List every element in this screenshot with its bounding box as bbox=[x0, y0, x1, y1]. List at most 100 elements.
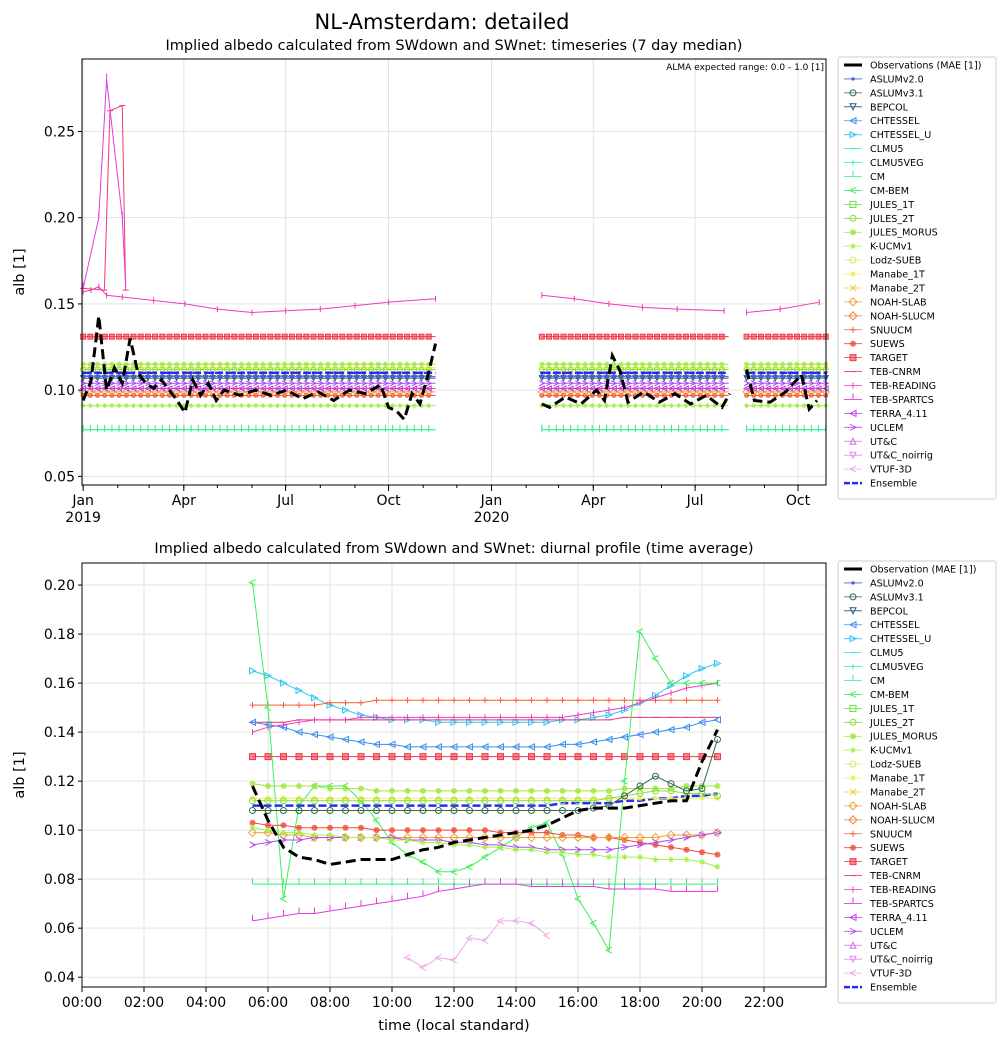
series-observation bbox=[251, 729, 719, 866]
legend-item-aslumv2-0: ASLUMv2.0 bbox=[844, 578, 924, 589]
legend-item-target: TARGET bbox=[844, 353, 908, 364]
legend-item-jules-morus: JULES_MORUS bbox=[844, 732, 938, 743]
legend-item-clmu5: CLMU5 bbox=[844, 648, 903, 659]
legend-item-cm: CM bbox=[844, 170, 885, 183]
y-tick-label: 0.10 bbox=[44, 383, 75, 399]
svg-text:VTUF-3D: VTUF-3D bbox=[870, 465, 912, 476]
svg-text:Observations (MAE [1]): Observations (MAE [1]) bbox=[870, 61, 982, 72]
svg-text:UCLEM: UCLEM bbox=[870, 927, 903, 938]
y-tick-label: 0.05 bbox=[44, 469, 75, 485]
x-tick-label: 04:00 bbox=[186, 995, 226, 1011]
svg-text:TEB-READING: TEB-READING bbox=[869, 381, 936, 392]
legend-item-cm-bem: CM-BEM bbox=[844, 186, 909, 197]
legend-item-jules-morus: JULES_MORUS bbox=[844, 228, 938, 239]
x-tick-label: Jul bbox=[686, 493, 704, 509]
legend-item-uclem: UCLEM bbox=[844, 927, 903, 938]
timeseries-grid bbox=[82, 59, 826, 485]
series-jules-2t bbox=[80, 366, 829, 373]
svg-text:Manabe_1T: Manabe_1T bbox=[870, 774, 925, 785]
legend-item-clmu5: CLMU5 bbox=[844, 144, 903, 155]
legend-item-k-ucmv1: K-UCMv1 bbox=[844, 746, 913, 757]
y-tick-label: 0.16 bbox=[44, 676, 75, 692]
svg-text:TARGET: TARGET bbox=[869, 857, 908, 868]
svg-text:CM-BEM: CM-BEM bbox=[870, 690, 909, 701]
svg-text:CHTESSEL: CHTESSEL bbox=[870, 116, 920, 127]
svg-text:CM-BEM: CM-BEM bbox=[870, 186, 909, 197]
legend-item-lodz-sueb: Lodz-SUEB bbox=[844, 256, 921, 267]
x-tick-label: Jul bbox=[276, 493, 294, 509]
y-tick-label: 0.06 bbox=[44, 921, 75, 937]
svg-text:VTUF-3D: VTUF-3D bbox=[870, 969, 912, 980]
legend-item-ut-c: UT&C bbox=[844, 437, 897, 448]
svg-text:SNUUCM: SNUUCM bbox=[870, 829, 912, 840]
legend-item-snuucm: SNUUCM bbox=[844, 829, 912, 840]
series-teb-spartcs bbox=[82, 73, 127, 289]
x-tick-label: Oct bbox=[376, 493, 401, 509]
legend-item-aslumv2-0: ASLUMv2.0 bbox=[844, 74, 924, 85]
y-tick-label: 0.20 bbox=[44, 578, 75, 594]
svg-text:TEB-READING: TEB-READING bbox=[869, 885, 936, 896]
series-k-ucmv1 bbox=[249, 824, 721, 870]
svg-text:TEB-SPARTCS: TEB-SPARTCS bbox=[869, 395, 934, 406]
legend-item-jules-2t: JULES_2T bbox=[844, 718, 914, 729]
x-tick-label: Jan bbox=[480, 493, 503, 509]
svg-text:SUEWS: SUEWS bbox=[870, 843, 905, 854]
x-tick-label: 2020 bbox=[474, 510, 510, 526]
y-tick-label: 0.12 bbox=[44, 774, 75, 790]
svg-text:Lodz-SUEB: Lodz-SUEB bbox=[870, 760, 921, 771]
svg-text:CLMU5: CLMU5 bbox=[870, 144, 903, 155]
legend-item-chtessel-u: CHTESSEL_U bbox=[844, 634, 931, 645]
svg-text:UCLEM: UCLEM bbox=[870, 423, 903, 434]
x-tick-label: 12:00 bbox=[434, 995, 474, 1011]
svg-text:TEB-CNRM: TEB-CNRM bbox=[869, 871, 921, 882]
timeseries-panel: Implied albedo calculated from SWdown an… bbox=[12, 38, 997, 526]
diurnal-y-label: alb [1] bbox=[12, 751, 28, 798]
legend-item-manabe-2t: Manabe_2T bbox=[844, 787, 925, 798]
legend-item-target: TARGET bbox=[844, 857, 908, 868]
legend-item-terra-4-11: TERRA_4.11 bbox=[844, 913, 928, 924]
legend-item-cm: CM bbox=[844, 674, 885, 687]
legend-item-teb-reading: TEB-READING bbox=[844, 381, 936, 392]
series-target bbox=[249, 753, 721, 761]
svg-text:JULES_MORUS: JULES_MORUS bbox=[869, 732, 938, 743]
svg-text:BEPCOL: BEPCOL bbox=[870, 102, 909, 113]
svg-text:BEPCOL: BEPCOL bbox=[870, 606, 909, 617]
x-tick-label: Jan bbox=[71, 493, 94, 509]
legend-item-chtessel-u: CHTESSEL_U bbox=[844, 130, 931, 141]
legend-item-cm-bem: CM-BEM bbox=[844, 690, 909, 701]
svg-text:Manabe_1T: Manabe_1T bbox=[870, 270, 925, 281]
legend-item-lodz-sueb: Lodz-SUEB bbox=[844, 760, 921, 771]
legend-item-ensemble: Ensemble bbox=[844, 983, 917, 994]
svg-text:NOAH-SLUCM: NOAH-SLUCM bbox=[870, 815, 935, 826]
svg-text:CHTESSEL_U: CHTESSEL_U bbox=[870, 130, 931, 141]
svg-text:JULES_MORUS: JULES_MORUS bbox=[869, 228, 938, 239]
legend-item-bepcol: BEPCOL bbox=[844, 102, 909, 113]
x-tick-label: 06:00 bbox=[248, 995, 288, 1011]
legend-item-suews: SUEWS bbox=[844, 843, 905, 854]
svg-text:Ensemble: Ensemble bbox=[870, 479, 917, 490]
svg-text:UT&C: UT&C bbox=[870, 941, 897, 952]
x-tick-label: 14:00 bbox=[496, 995, 536, 1011]
y-tick-label: 0.14 bbox=[44, 725, 75, 741]
svg-text:ASLUMv3.1: ASLUMv3.1 bbox=[870, 88, 924, 99]
legend-item-snuucm: SNUUCM bbox=[844, 325, 912, 336]
diurnal-series bbox=[247, 579, 723, 971]
legend-item-jules-1t: JULES_1T bbox=[844, 704, 914, 715]
svg-text:TERRA_4.11: TERRA_4.11 bbox=[869, 409, 928, 420]
legend-item-noah-slucm: NOAH-SLUCM bbox=[844, 311, 935, 322]
svg-text:SUEWS: SUEWS bbox=[870, 339, 905, 350]
svg-text:CLMU5: CLMU5 bbox=[870, 648, 903, 659]
svg-text:TERRA_4.11: TERRA_4.11 bbox=[869, 913, 928, 924]
legend-item-noah-slucm: NOAH-SLUCM bbox=[844, 815, 935, 826]
series-chtessel bbox=[248, 716, 721, 751]
legend-item-teb-cnrm: TEB-CNRM bbox=[844, 871, 921, 882]
diurnal-panel: Implied albedo calculated from SWdown an… bbox=[12, 541, 997, 1034]
diurnal-title: Implied albedo calculated from SWdown an… bbox=[154, 541, 753, 557]
x-tick-label: 08:00 bbox=[310, 995, 350, 1011]
series-cm bbox=[82, 424, 827, 431]
legend-item-bepcol: BEPCOL bbox=[844, 606, 909, 617]
svg-text:JULES_2T: JULES_2T bbox=[869, 214, 914, 225]
series-vtuf-3d bbox=[403, 917, 551, 971]
